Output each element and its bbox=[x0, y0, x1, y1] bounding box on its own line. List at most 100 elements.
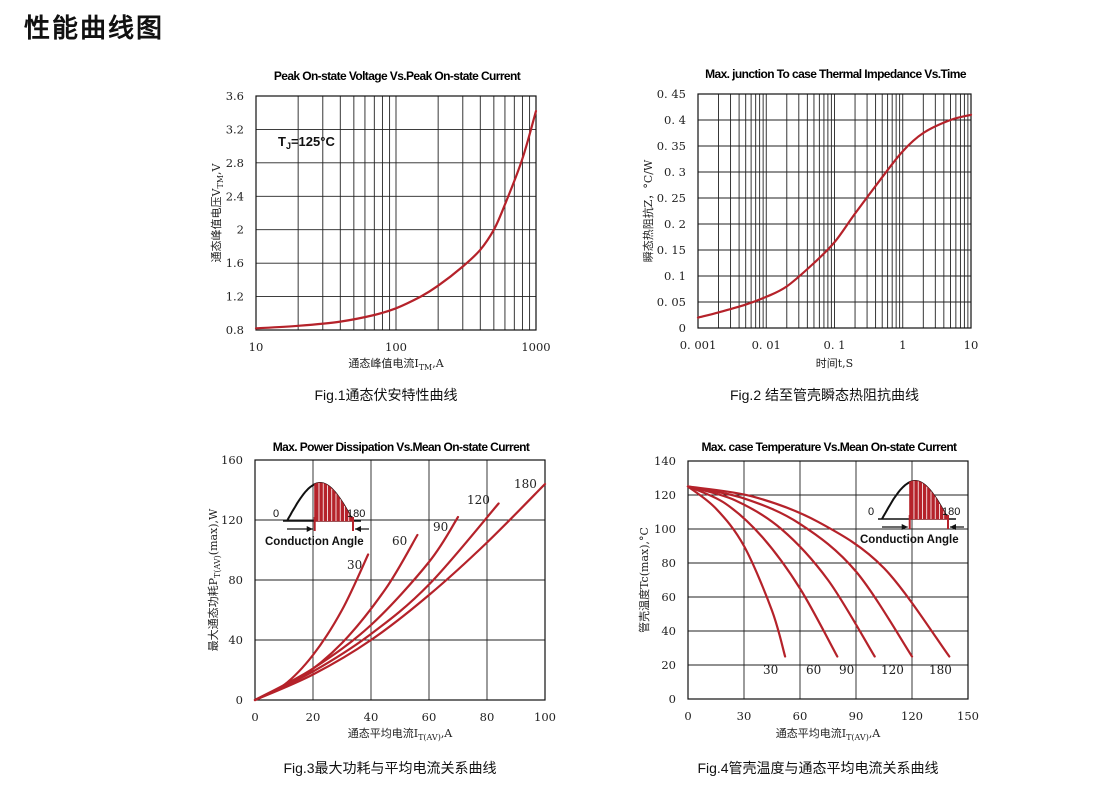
y-tick-label: 60 bbox=[661, 590, 676, 604]
inset-conduction-fill bbox=[314, 482, 354, 522]
x-axis-label-sub: T(AV) bbox=[846, 733, 869, 742]
chart-2: Max. junction To case Thermal Impedance … bbox=[641, 67, 978, 403]
series-line-30 bbox=[253, 553, 370, 702]
figure-caption: Fig.2 结至管壳瞬态热阻抗曲线 bbox=[730, 387, 919, 403]
inset-caption: Conduction Angle bbox=[860, 534, 959, 546]
y-axis-label: 管壳温度Tc(max),°C bbox=[637, 527, 651, 633]
x-axis-label: 通态平均电流IT(AV),A bbox=[348, 726, 454, 742]
y-axis-label: 瞬态热阻抗Z，°C/W bbox=[641, 159, 655, 262]
x-axis-label-unit: ,A bbox=[869, 727, 881, 740]
y-tick-label: 100 bbox=[654, 522, 676, 536]
series-label: 120 bbox=[881, 663, 904, 677]
x-tick-label: 80 bbox=[480, 710, 495, 724]
inset-caption: Conduction Angle bbox=[265, 536, 364, 548]
y-tick-label: 0. 2 bbox=[664, 217, 686, 231]
x-axis-label-main: 时间t,S bbox=[816, 357, 853, 370]
x-axis-label-unit: ,A bbox=[441, 727, 453, 740]
series-line-60 bbox=[686, 485, 839, 658]
y-tick-label: 0 bbox=[679, 321, 686, 335]
x-axis-label-main: 通态峰值电流I bbox=[348, 356, 418, 370]
series-line-120 bbox=[253, 502, 500, 702]
y-tick-label: 140 bbox=[654, 454, 676, 468]
series-line-180 bbox=[253, 482, 547, 702]
chart-title: Max. case Temperature Vs.Mean On-state C… bbox=[702, 440, 958, 454]
y-tick-label: 1.2 bbox=[226, 290, 244, 304]
chart-3: Max. Power Dissipation Vs.Mean On-state … bbox=[206, 440, 556, 776]
x-axis-label-main: 通态平均电流I bbox=[776, 726, 846, 740]
y-tick-label: 1.6 bbox=[226, 256, 244, 270]
plot-frame bbox=[254, 459, 546, 701]
series-line bbox=[254, 109, 538, 330]
y-tick-label: 80 bbox=[228, 573, 243, 587]
y-axis-label-sub: TM bbox=[216, 175, 225, 189]
y-tick-label: 40 bbox=[228, 633, 243, 647]
y-axis-label-main: 通态峰值电压V bbox=[210, 187, 223, 262]
y-axis-label-main: 瞬态热阻抗Z，°C/W bbox=[641, 159, 655, 262]
figure-caption: Fig.1通态伏安特性曲线 bbox=[314, 387, 457, 403]
y-tick-label: 0.8 bbox=[226, 323, 244, 337]
x-axis-label: 通态平均电流IT(AV),A bbox=[776, 726, 882, 742]
series-label: 60 bbox=[392, 534, 407, 548]
y-tick-label: 0. 4 bbox=[664, 113, 686, 127]
x-tick-label: 0. 1 bbox=[824, 338, 846, 352]
figure-caption: Fig.3最大功耗与平均电流关系曲线 bbox=[283, 760, 496, 776]
inset-label-left: 0 bbox=[868, 506, 874, 518]
x-tick-label: 0. 001 bbox=[680, 338, 717, 352]
y-axis-label: 通态峰值电压VTM,V bbox=[210, 162, 225, 262]
x-axis-label-main: 通态平均电流I bbox=[348, 726, 418, 740]
y-tick-label: 0. 45 bbox=[657, 87, 686, 101]
y-axis-label-unit: ,V bbox=[210, 162, 223, 174]
y-tick-label: 160 bbox=[221, 453, 243, 467]
x-tick-label: 120 bbox=[901, 709, 923, 723]
x-tick-label: 30 bbox=[737, 709, 752, 723]
conduction-angle-inset: 0 180 Conduction Angle bbox=[860, 479, 964, 546]
x-axis-label-sub: T(AV) bbox=[418, 733, 441, 742]
x-tick-label: 150 bbox=[957, 709, 979, 723]
grid bbox=[697, 93, 971, 329]
y-tick-label: 0 bbox=[669, 692, 676, 706]
inset-label-left: 0 bbox=[273, 508, 279, 520]
inset-arrowhead-left bbox=[901, 524, 908, 530]
y-axis-label-main: 管壳温度Tc(max),°C bbox=[637, 527, 651, 633]
inset-label-right: 180 bbox=[347, 508, 365, 520]
y-tick-label: 0 bbox=[236, 693, 243, 707]
x-tick-label: 10 bbox=[964, 338, 979, 352]
figure-caption: Fig.4管壳温度与通态平均电流关系曲线 bbox=[697, 760, 938, 776]
series-label: 30 bbox=[763, 663, 778, 677]
inset-conduction-fill bbox=[909, 480, 949, 520]
x-tick-label: 60 bbox=[422, 710, 437, 724]
y-tick-label: 80 bbox=[661, 556, 676, 570]
x-tick-label: 100 bbox=[385, 340, 407, 354]
y-tick-label: 0. 05 bbox=[657, 295, 686, 309]
inset-label-right: 180 bbox=[942, 506, 960, 518]
conduction-angle-inset: 0 180 Conduction Angle bbox=[265, 481, 369, 548]
chart-title: Max. junction To case Thermal Impedance … bbox=[705, 67, 967, 81]
series-label: 120 bbox=[467, 493, 490, 507]
page-title: 性能曲线图 bbox=[24, 14, 165, 44]
y-tick-label: 0. 15 bbox=[657, 243, 686, 257]
y-tick-label: 2.4 bbox=[226, 189, 244, 203]
series-label: 90 bbox=[433, 520, 448, 534]
plot-frame bbox=[255, 95, 537, 331]
series-line bbox=[696, 113, 973, 319]
x-tick-label: 10 bbox=[249, 340, 264, 354]
x-tick-label: 20 bbox=[306, 710, 321, 724]
y-tick-label: 0. 35 bbox=[657, 139, 686, 153]
annotation-main: T bbox=[278, 134, 286, 149]
x-tick-label: 0. 01 bbox=[752, 338, 781, 352]
y-tick-label: 2 bbox=[237, 223, 244, 237]
y-tick-label: 2.8 bbox=[226, 156, 244, 170]
x-tick-label: 1000 bbox=[521, 340, 550, 354]
series-line-90 bbox=[686, 485, 876, 658]
series-label: 30 bbox=[347, 558, 362, 572]
y-tick-label: 20 bbox=[661, 658, 676, 672]
x-tick-label: 90 bbox=[849, 709, 864, 723]
annotation-rest: =125°C bbox=[291, 134, 335, 149]
x-axis-label: 时间t,S bbox=[816, 357, 853, 370]
chart-4: Max. case Temperature Vs.Mean On-state C… bbox=[637, 440, 979, 776]
series-line-120 bbox=[686, 485, 914, 658]
x-tick-label: 40 bbox=[364, 710, 379, 724]
inset-arrowhead-left bbox=[306, 526, 313, 532]
x-axis-label: 通态峰值电流ITM,A bbox=[348, 356, 444, 372]
